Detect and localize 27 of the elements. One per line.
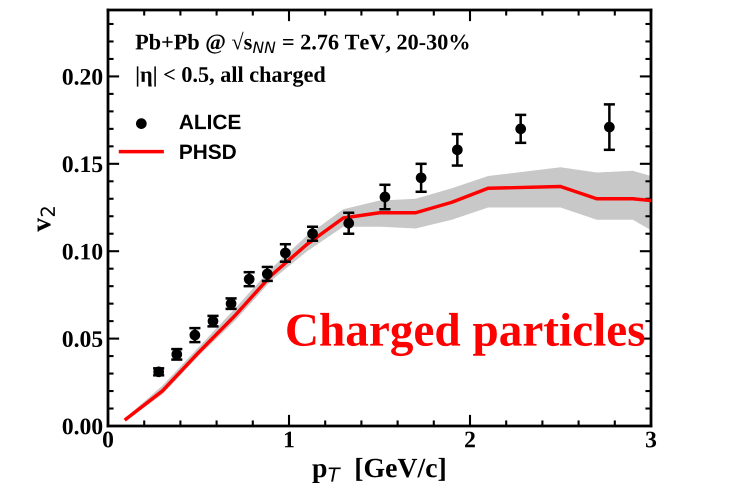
point bbox=[416, 172, 426, 184]
x-axis-title: p$_{T}$ [GeV/c] bbox=[312, 458, 445, 484]
annotation: Charged particles bbox=[287, 312, 644, 356]
y-tick-label: 0.15 bbox=[62, 156, 102, 172]
point bbox=[343, 218, 354, 229]
x-tick-label: 1 bbox=[284, 432, 294, 448]
point bbox=[604, 122, 615, 132]
point bbox=[262, 268, 273, 280]
annotation: |η| < 0.5, all charged bbox=[136, 66, 326, 87]
x-tick-label: 0 bbox=[102, 432, 114, 448]
y-axis-title: v$_{2}$ bbox=[38, 207, 55, 232]
point bbox=[244, 274, 255, 285]
point bbox=[452, 144, 463, 156]
point bbox=[307, 228, 318, 240]
y-tick-label: 0.00 bbox=[62, 418, 102, 435]
legend-label: PHSD bbox=[180, 144, 236, 160]
point bbox=[515, 124, 526, 134]
point bbox=[380, 192, 390, 202]
point bbox=[190, 330, 200, 340]
legend-label: ALICE bbox=[179, 114, 241, 130]
y-tick-label: 0.10 bbox=[62, 244, 102, 260]
x-tick-label: 3 bbox=[646, 432, 656, 448]
y-tick-label: 0.05 bbox=[62, 331, 102, 348]
point bbox=[280, 248, 291, 258]
y-tick-label: 0.20 bbox=[62, 68, 102, 85]
x-tick-label: 2 bbox=[465, 432, 475, 448]
annotation: Pb+Pb @ √s$_{NN}$ = 2.76 TeV, 20-30% bbox=[136, 32, 468, 54]
